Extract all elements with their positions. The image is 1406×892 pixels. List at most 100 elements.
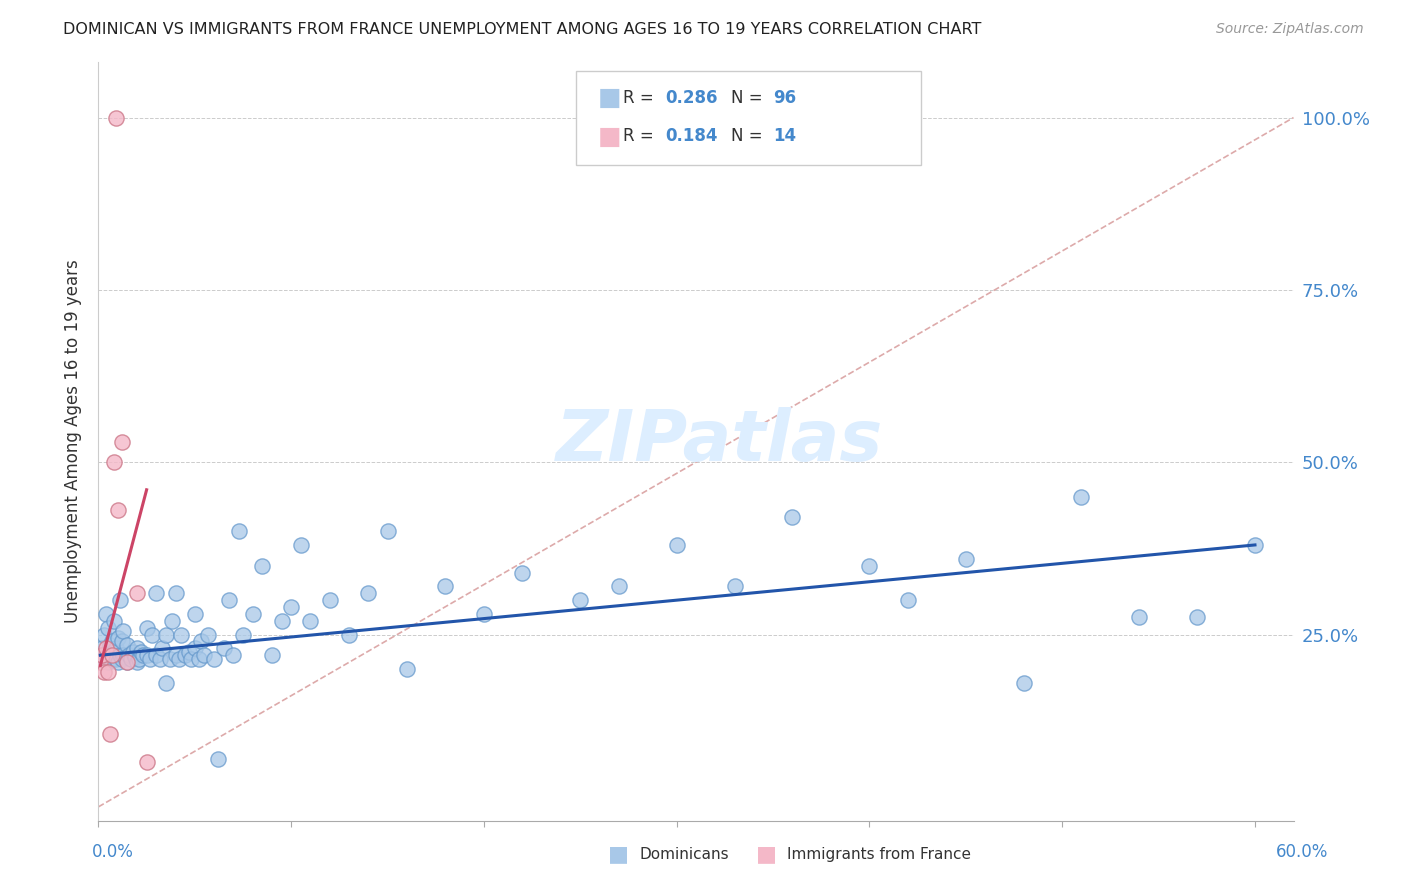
- Point: [149, 651, 172, 665]
- Y-axis label: Unemployment Among Ages 16 to 19 years: Unemployment Among Ages 16 to 19 years: [65, 260, 83, 624]
- Point: [93, 627, 115, 641]
- Point: [125, 641, 148, 656]
- Point: [177, 645, 200, 659]
- Point: [103, 645, 125, 659]
- Point: [94, 649, 117, 664]
- Point: [108, 648, 131, 663]
- Point: [97, 655, 120, 669]
- Point: [117, 655, 139, 669]
- Point: [1128, 610, 1150, 624]
- Point: [93, 651, 115, 665]
- Point: [228, 524, 250, 538]
- Point: [299, 614, 322, 628]
- Point: [104, 111, 127, 125]
- Point: [434, 579, 457, 593]
- Point: [112, 624, 135, 639]
- Text: 96: 96: [773, 89, 796, 107]
- Point: [155, 675, 177, 690]
- Point: [1070, 490, 1092, 504]
- Point: [222, 648, 245, 663]
- Point: [184, 641, 207, 656]
- Point: [337, 627, 360, 641]
- Point: [129, 645, 152, 659]
- Point: [117, 655, 139, 669]
- Point: [139, 651, 162, 665]
- Point: [512, 566, 534, 580]
- Point: [184, 607, 207, 621]
- Text: Source: ZipAtlas.com: Source: ZipAtlas.com: [1216, 22, 1364, 37]
- Point: [145, 586, 167, 600]
- Point: [260, 648, 283, 663]
- Point: [110, 651, 132, 665]
- Point: [1012, 675, 1035, 690]
- Point: [190, 634, 212, 648]
- Point: [1185, 610, 1208, 624]
- Point: [117, 638, 139, 652]
- Point: [197, 627, 219, 641]
- Text: N =: N =: [731, 89, 768, 107]
- Point: [125, 586, 148, 600]
- Text: 60.0%: 60.0%: [1277, 843, 1329, 861]
- Point: [472, 607, 495, 621]
- Text: DOMINICAN VS IMMIGRANTS FROM FRANCE UNEMPLOYMENT AMONG AGES 16 TO 19 YEARS CORRE: DOMINICAN VS IMMIGRANTS FROM FRANCE UNEM…: [63, 22, 981, 37]
- Point: [128, 651, 150, 665]
- Point: [145, 648, 167, 663]
- Point: [135, 648, 157, 663]
- Point: [1244, 538, 1267, 552]
- Point: [103, 455, 125, 469]
- Point: [104, 641, 127, 656]
- Point: [125, 655, 148, 669]
- Point: [180, 651, 202, 665]
- Point: [114, 649, 136, 664]
- Text: R =: R =: [623, 89, 659, 107]
- Point: [290, 538, 312, 552]
- Point: [108, 593, 131, 607]
- Text: Immigrants from France: Immigrants from France: [787, 847, 972, 862]
- Text: ZIPatlas: ZIPatlas: [557, 407, 883, 476]
- Text: N =: N =: [731, 128, 768, 145]
- Point: [165, 648, 187, 663]
- Point: [665, 538, 688, 552]
- Text: R =: R =: [623, 128, 659, 145]
- Point: [91, 648, 114, 663]
- Point: [207, 751, 229, 765]
- Point: [395, 662, 418, 676]
- Point: [118, 648, 141, 663]
- Text: Dominicans: Dominicans: [640, 847, 730, 862]
- Point: [150, 641, 173, 656]
- Text: 14: 14: [773, 128, 796, 145]
- Text: 0.184: 0.184: [665, 128, 717, 145]
- Point: [124, 649, 146, 664]
- Point: [107, 631, 129, 645]
- Point: [97, 665, 120, 680]
- Point: [897, 593, 920, 607]
- Point: [569, 593, 592, 607]
- Point: [107, 655, 129, 669]
- Point: [101, 634, 124, 648]
- Point: [174, 648, 197, 663]
- Point: [98, 645, 121, 659]
- Point: [110, 634, 132, 648]
- Point: [170, 627, 193, 641]
- Point: [169, 651, 191, 665]
- Point: [98, 638, 121, 652]
- Point: [103, 614, 125, 628]
- Point: [93, 665, 115, 680]
- Point: [132, 648, 155, 663]
- Point: [120, 651, 142, 665]
- Point: [782, 510, 804, 524]
- Point: [110, 434, 132, 449]
- Point: [193, 648, 215, 663]
- Point: [357, 586, 380, 600]
- Point: [232, 627, 254, 641]
- Point: [159, 651, 181, 665]
- Point: [858, 558, 880, 573]
- Point: [955, 551, 977, 566]
- Point: [101, 651, 124, 665]
- Point: [377, 524, 399, 538]
- Text: ■: ■: [756, 845, 776, 864]
- Point: [135, 755, 157, 769]
- Point: [107, 503, 129, 517]
- Text: 0.0%: 0.0%: [91, 843, 134, 861]
- Point: [218, 593, 240, 607]
